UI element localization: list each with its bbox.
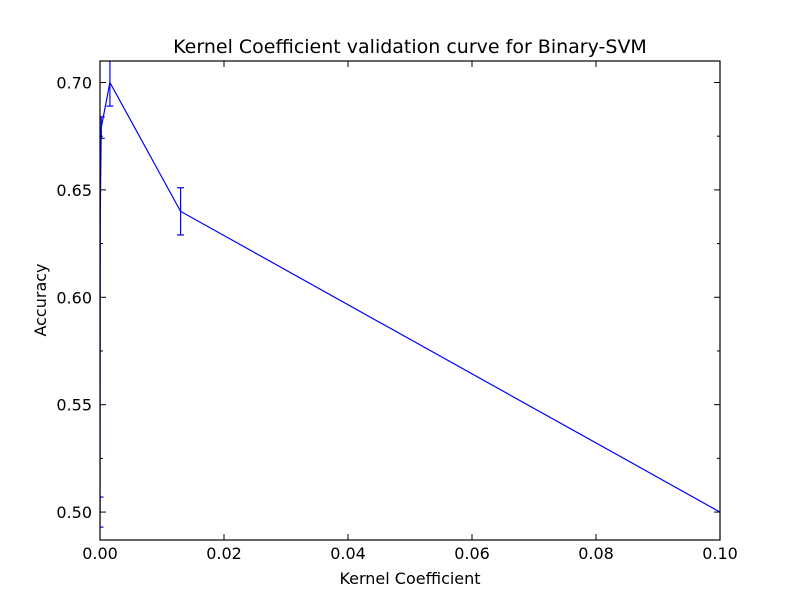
- y-tick-label: 0.65: [56, 181, 92, 200]
- y-tick-label: 0.60: [56, 288, 92, 307]
- x-tick-label: 0.00: [82, 544, 118, 563]
- y-tick-label: 0.70: [56, 73, 92, 92]
- axes-frame: [99, 60, 721, 541]
- y-tick-label: 0.50: [56, 503, 92, 522]
- plot-area: 0.00 0.02 0.04 0.06 0.08 0.10 0.50 0.55 0.60 0.65…: [56, 60, 738, 563]
- chart-title: Kernel Coefficient validation curve for …: [173, 36, 647, 58]
- x-tick-label: 0.02: [206, 544, 242, 563]
- y-tick-label: 0.55: [56, 396, 92, 415]
- x-tick-label: 0.04: [330, 544, 366, 563]
- x-tick-label: 0.08: [578, 544, 614, 563]
- x-tick-label: 0.06: [454, 544, 490, 563]
- y-axis-label: Accuracy: [31, 263, 50, 336]
- x-tick-label: 0.10: [702, 544, 738, 563]
- x-axis-label: Kernel Coefficient: [339, 569, 480, 588]
